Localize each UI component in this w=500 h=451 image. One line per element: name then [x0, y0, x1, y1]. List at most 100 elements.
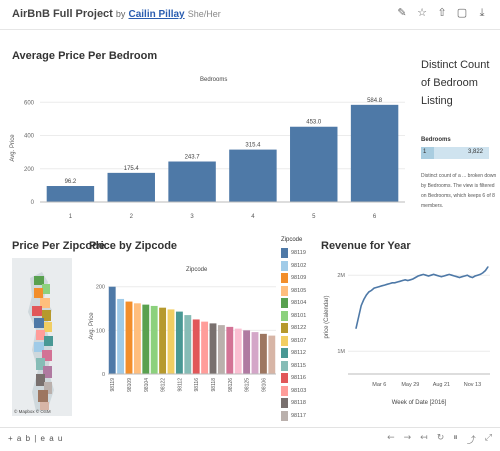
x-tick-label: 5: [312, 214, 316, 220]
y-tick-label: 2M: [337, 273, 345, 279]
data-point: [378, 286, 380, 288]
data-point: [427, 275, 430, 277]
legend-label: 98115: [291, 362, 306, 369]
legend-label: 98103: [291, 387, 307, 394]
refresh-icon[interactable]: ↻: [436, 433, 445, 443]
bar: [133, 303, 141, 374]
legend-item[interactable]: 98107: [281, 335, 313, 348]
x-axis-label: Week of Date [2016]: [392, 400, 447, 406]
legend-label: 98105: [291, 287, 307, 294]
data-point: [363, 298, 365, 301]
x-tick-label: 98106: [261, 378, 267, 392]
data-point: [422, 273, 424, 276]
legend-item[interactable]: 98104: [281, 297, 313, 310]
x-tick-label: 98116: [194, 378, 200, 392]
data-point: [389, 282, 391, 285]
data-point: [479, 273, 481, 276]
legend-label: 98116: [291, 375, 306, 382]
tableau-footer: + a b | e a u ← → ↤ ↻ ⏸ ⤴ ⤢: [0, 427, 500, 451]
legend-item[interactable]: 98103: [281, 385, 313, 398]
y-tick-label: 600: [24, 100, 35, 106]
x-tick-label: 1: [69, 214, 73, 220]
pause-icon[interactable]: ⏸: [453, 433, 458, 443]
legend-swatch: [281, 310, 288, 321]
edit-icon[interactable]: ✎: [397, 6, 407, 19]
zipcode-map[interactable]: © Mapbox © OSM: [12, 258, 72, 416]
legend-item[interactable]: 98102: [281, 260, 313, 273]
redo-icon[interactable]: →: [403, 433, 412, 443]
bar-value-label: 584.8: [367, 98, 383, 104]
map-credit: © Mapbox © OSM: [14, 409, 51, 414]
data-point: [435, 274, 437, 276]
legend-item[interactable]: 98115: [281, 360, 313, 373]
author-link[interactable]: Cailin Pillay: [128, 9, 185, 20]
bar: [251, 332, 259, 374]
bar: [350, 104, 399, 202]
share-icon[interactable]: ⤴: [466, 436, 476, 446]
bar: [259, 333, 267, 374]
revert-icon[interactable]: ↤: [420, 433, 428, 443]
data-point: [471, 276, 474, 279]
legend-item[interactable]: 98119: [281, 247, 313, 260]
y-tick-label: 400: [24, 134, 35, 140]
bar: [150, 305, 158, 374]
data-point: [445, 274, 448, 276]
x-tick-label: Nov 13: [464, 382, 481, 388]
data-point: [443, 275, 445, 277]
legend-swatch: [281, 373, 288, 384]
data-point: [469, 276, 471, 278]
legend-item[interactable]: 98105: [281, 285, 313, 298]
bar: [209, 323, 217, 374]
data-point: [466, 274, 468, 276]
data-point: [365, 294, 367, 296]
bar: [107, 172, 155, 202]
data-point: [482, 272, 484, 274]
data-point: [451, 274, 453, 276]
header-toolbar: ✎ ☆ ⇧ ▢ ⤓: [396, 6, 488, 20]
legend-item[interactable]: 98122: [281, 322, 313, 335]
legend-item[interactable]: 98109: [281, 272, 313, 285]
star-icon[interactable]: ☆: [417, 6, 427, 19]
legend-item[interactable]: 98118: [281, 397, 313, 410]
legend-label: 98112: [291, 350, 306, 357]
bar: [167, 309, 175, 374]
y-axis-label: price (Calendar): [324, 295, 330, 338]
x-tick-label: 98119: [110, 378, 116, 392]
comment-icon[interactable]: ▢: [456, 6, 468, 19]
tableau-logo[interactable]: + a b | e a u: [8, 434, 64, 443]
fullscreen-icon[interactable]: ⤢: [484, 433, 492, 443]
bar: [125, 301, 133, 374]
data-point: [433, 273, 435, 276]
legend-item[interactable]: 98116: [281, 372, 313, 385]
undo-icon[interactable]: ←: [387, 433, 395, 443]
legend-swatch: [281, 410, 288, 421]
bar: [159, 307, 167, 374]
bar: [268, 335, 276, 374]
data-point: [484, 270, 487, 272]
x-tick-label: 98126: [228, 378, 234, 392]
legend-swatch: [281, 285, 288, 296]
share-icon[interactable]: ⇧: [437, 6, 447, 19]
legend-label: 98104: [291, 300, 307, 307]
legend-item[interactable]: 98117: [281, 410, 313, 422]
bar: [142, 304, 150, 374]
distinct-count-bar[interactable]: 1 3,822: [421, 147, 489, 159]
data-point: [456, 276, 458, 278]
legend-item[interactable]: 98101: [281, 310, 313, 323]
author-pronouns: She/Her: [187, 9, 221, 19]
data-point: [373, 287, 375, 289]
zip-subtitle: Zipcode: [186, 267, 208, 273]
distinct-count-title: Distinct Count of Bedroom Listing: [421, 59, 490, 107]
bar: [168, 161, 216, 202]
map-title: Price Per Zipcode: [12, 240, 105, 252]
y-tick-label: 100: [96, 328, 105, 334]
zipcode-legend[interactable]: 98119 98102 98109 98105 98104 98101 98122 98107…: [281, 247, 313, 421]
legend-item[interactable]: 98112: [281, 347, 313, 360]
zip-title: Price by Zipcode: [89, 240, 178, 252]
data-point: [360, 305, 362, 307]
bar: [243, 330, 251, 374]
data-point: [440, 276, 443, 278]
y-tick-label: 200: [96, 285, 105, 291]
download-icon[interactable]: ⤓: [479, 6, 485, 19]
legend-title: Zipcode: [281, 237, 303, 243]
